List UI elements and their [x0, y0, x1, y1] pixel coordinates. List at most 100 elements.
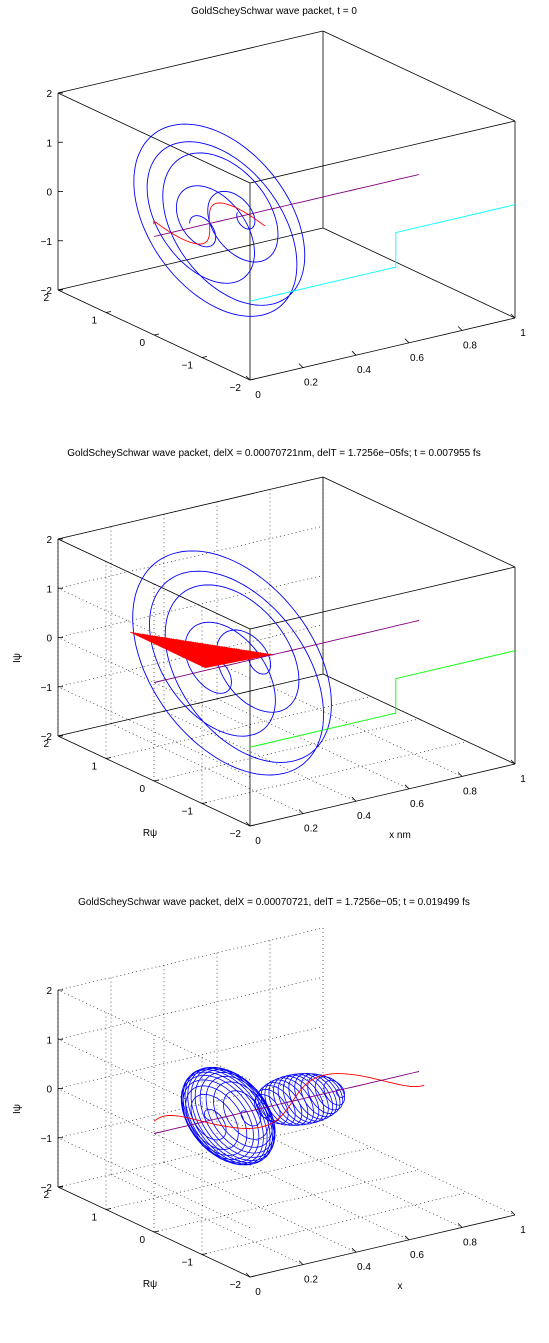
- gridline: [57, 1075, 324, 1139]
- x-tick-label: 0.4: [357, 811, 371, 822]
- gridline: [57, 1026, 324, 1089]
- z-axis-label: Iψ: [12, 1104, 23, 1114]
- z-tick-label: −2: [41, 286, 53, 297]
- x-tick: [457, 1223, 463, 1228]
- z-tick-label: 0: [46, 188, 52, 199]
- y-tick: [105, 1208, 112, 1210]
- x-tick: [510, 1210, 516, 1216]
- x-tick-label: 1: [520, 328, 526, 339]
- y-tick: [201, 356, 208, 358]
- gridline: [57, 538, 251, 630]
- z-tick-label: −1: [41, 237, 53, 248]
- gridline: [57, 476, 324, 540]
- x-tick: [404, 784, 410, 790]
- series-3: [153, 1071, 420, 1134]
- x-tick: [510, 759, 516, 765]
- gridline: [163, 710, 357, 802]
- y-tick: [249, 824, 256, 827]
- series-2: [153, 1073, 425, 1129]
- gridline: [153, 1169, 420, 1233]
- y-tick-label: 1: [91, 316, 97, 327]
- gridline: [110, 1174, 304, 1265]
- gridline: [322, 1124, 516, 1216]
- y-tick-label: −1: [182, 1258, 194, 1269]
- x-tick-label: 0.6: [410, 799, 424, 810]
- x-tick: [457, 326, 463, 331]
- x-tick-label: 0: [255, 390, 261, 401]
- box-edge: [249, 317, 516, 381]
- series-1: [133, 123, 306, 317]
- y-tick-label: 1: [91, 762, 97, 773]
- x-tick-label: 0: [255, 836, 261, 847]
- gridline: [57, 1038, 251, 1130]
- z-tick-label: −2: [41, 732, 53, 743]
- box-edge: [57, 30, 324, 94]
- gridline: [57, 1137, 251, 1229]
- z-tick-label: 0: [46, 1085, 52, 1096]
- gridline: [201, 741, 468, 804]
- box-edge: [249, 566, 516, 630]
- x-tick: [298, 809, 304, 814]
- box-edge: [57, 227, 324, 291]
- gridline: [57, 686, 251, 778]
- chart-title: GoldScheySchwar wave packet, delX = 0.00…: [67, 448, 480, 459]
- x-tick-label: 0.8: [463, 786, 477, 797]
- chart-panel-1: GoldScheySchwar wave packet, t = 0 0 0.2 0.…: [41, 6, 527, 401]
- y-tick-label: 2: [43, 739, 49, 750]
- gridline: [57, 587, 251, 679]
- x-tick-label: 0.6: [410, 353, 424, 364]
- x-tick: [404, 1235, 410, 1241]
- chart-panel-2: GoldScheySchwar wave packet, delX = 0.00…: [12, 448, 526, 847]
- x-tick: [298, 363, 304, 368]
- x-tick-label: 0: [255, 1287, 261, 1298]
- y-tick: [249, 378, 256, 381]
- gridline: [57, 637, 251, 728]
- x-axis-label: x nm: [389, 830, 411, 841]
- chart-title: GoldScheySchwar wave packet, t = 0: [191, 6, 357, 17]
- x-tick-label: 0.8: [463, 340, 477, 351]
- y-tick-label: 1: [91, 1213, 97, 1224]
- x-tick-label: 1: [520, 1225, 526, 1236]
- box-edge: [249, 1214, 516, 1278]
- series-2: [129, 631, 274, 669]
- y-tick-label: −2: [230, 829, 242, 840]
- series-2: [153, 202, 266, 245]
- x-tick-label: 0.2: [304, 1275, 318, 1286]
- gridline: [269, 686, 463, 777]
- x-tick-label: 0.6: [410, 1250, 424, 1261]
- z-axis-label: Iψ: [12, 653, 23, 663]
- box-edge: [322, 30, 516, 122]
- z-tick-label: 1: [46, 584, 52, 595]
- y-tick-label: 0: [139, 1235, 145, 1246]
- y-tick-label: −1: [182, 361, 194, 372]
- z-tick-label: 1: [46, 1035, 52, 1046]
- x-tick-label: 0.4: [357, 365, 371, 376]
- gridline: [57, 525, 324, 589]
- y-tick-label: 2: [43, 293, 49, 304]
- x-tick: [245, 821, 251, 827]
- gridline: [57, 575, 324, 638]
- gridline: [57, 989, 251, 1081]
- box-edge: [322, 476, 516, 568]
- y-tick: [153, 1230, 160, 1233]
- gridline: [153, 718, 420, 782]
- gridline: [57, 1124, 324, 1188]
- gridline: [216, 1149, 410, 1241]
- y-tick-label: 0: [139, 338, 145, 349]
- y-tick-label: −1: [182, 807, 194, 818]
- chart-panel-3: GoldScheySchwar wave packet, delX = 0.00…: [12, 897, 526, 1298]
- x-axis-label: x: [398, 1281, 403, 1292]
- y-tick-label: −2: [230, 1280, 242, 1291]
- z-tick-label: −2: [41, 1183, 53, 1194]
- y-tick: [153, 333, 160, 336]
- y-axis-label: Rψ: [143, 1279, 157, 1290]
- x-tick: [245, 1272, 251, 1278]
- x-tick: [457, 772, 463, 777]
- y-tick: [201, 1253, 208, 1255]
- gridline: [201, 1192, 468, 1255]
- series-4: [249, 650, 516, 748]
- z-tick-label: 1: [46, 138, 52, 149]
- x-tick-label: 0.2: [304, 824, 318, 835]
- y-tick: [201, 802, 208, 804]
